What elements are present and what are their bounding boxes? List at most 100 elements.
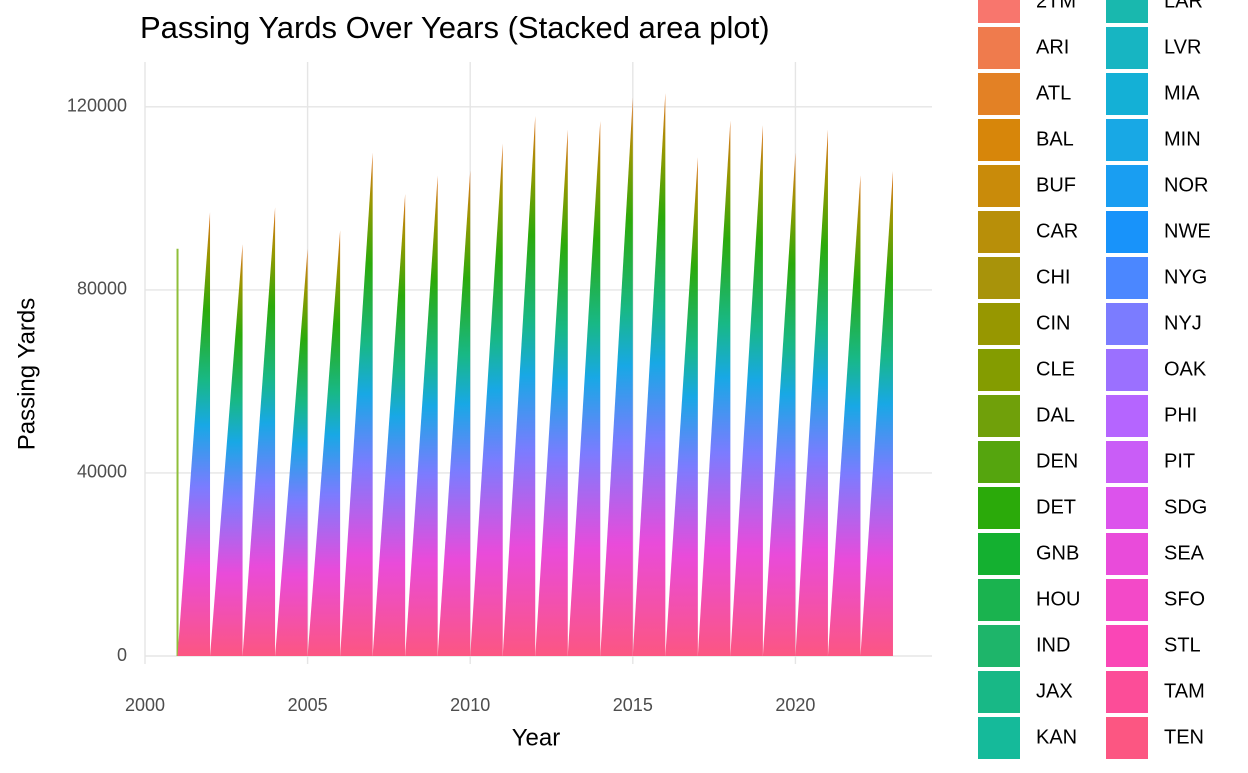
area-tooth — [275, 248, 308, 657]
legend-swatch — [1106, 625, 1148, 667]
legend-label: 2TM — [1036, 0, 1076, 12]
legend-label: MIN — [1164, 128, 1201, 150]
legend-swatch — [1106, 717, 1148, 759]
legend-label: SEA — [1164, 542, 1205, 564]
legend-label: SFO — [1164, 588, 1205, 610]
area-tooth — [665, 157, 698, 656]
legend-label: NOR — [1164, 174, 1208, 196]
area-tooth — [697, 120, 731, 656]
legend-swatch — [978, 487, 1020, 529]
area-tooth — [470, 143, 503, 656]
area-tooth — [405, 175, 438, 657]
legend-swatch — [1106, 211, 1148, 253]
y-tick-label: 0 — [117, 645, 127, 665]
legend-swatch — [978, 533, 1020, 575]
legend-swatch — [1106, 487, 1148, 529]
legend-label: ATL — [1036, 82, 1071, 104]
plot-area — [176, 93, 893, 657]
legend-swatch — [978, 165, 1020, 207]
area-tooth — [827, 175, 861, 657]
area-tooth — [600, 97, 633, 656]
legend-swatch — [978, 717, 1020, 759]
area-tooth — [437, 170, 471, 656]
y-tick-label: 80000 — [77, 279, 127, 299]
legend-label: SDG — [1164, 496, 1207, 518]
x-tick-label: 2010 — [450, 695, 490, 715]
chart-title: Passing Yards Over Years (Stacked area p… — [140, 10, 770, 45]
x-tick-label: 2005 — [288, 695, 328, 715]
legend-label: CHI — [1036, 266, 1070, 288]
legend-label: DAL — [1036, 404, 1075, 426]
legend-label: BAL — [1036, 128, 1074, 150]
legend-label: OAK — [1164, 358, 1207, 380]
x-tick-label: 2015 — [613, 695, 653, 715]
legend-label: STL — [1164, 634, 1201, 656]
legend-swatch — [978, 119, 1020, 161]
legend-label: JAX — [1036, 680, 1073, 702]
legend-swatch — [978, 211, 1020, 253]
area-tooth — [795, 129, 828, 656]
legend-swatch — [978, 625, 1020, 667]
legend-label: GNB — [1036, 542, 1079, 564]
area-tooth — [340, 152, 373, 656]
legend-label: CLE — [1036, 358, 1075, 380]
legend-swatch — [1106, 395, 1148, 437]
legend-swatch — [1106, 441, 1148, 483]
area-tooth — [242, 207, 276, 656]
y-axis-title: Passing Yards — [13, 298, 40, 451]
area-tooth — [762, 152, 796, 656]
legend-label: DEN — [1036, 450, 1078, 472]
legend-swatch — [1106, 579, 1148, 621]
area-tooth — [307, 230, 341, 656]
legend-label: KAN — [1036, 726, 1077, 748]
legend-swatch — [1106, 119, 1148, 161]
y-tick-label: 40000 — [77, 462, 127, 482]
legend-swatch — [978, 257, 1020, 299]
legend-label: LAR — [1164, 0, 1203, 12]
legend-label: DET — [1036, 496, 1076, 518]
legend-swatch — [1106, 165, 1148, 207]
area-tooth — [502, 116, 536, 656]
legend-swatch — [978, 441, 1020, 483]
legend-label: IND — [1036, 634, 1070, 656]
legend-label: TEN — [1164, 726, 1204, 748]
legend-swatch — [1106, 349, 1148, 391]
legend-swatch — [978, 73, 1020, 115]
legend-swatch — [1106, 303, 1148, 345]
legend-label: CIN — [1036, 312, 1070, 334]
legend-swatch — [1106, 671, 1148, 713]
area-tooth — [632, 93, 666, 656]
legend-label: BUF — [1036, 174, 1076, 196]
area-tooth — [535, 129, 568, 656]
legend-swatch — [978, 395, 1020, 437]
area-tooth — [210, 244, 243, 656]
legend-label: NYJ — [1164, 312, 1202, 334]
legend-label: HOU — [1036, 588, 1080, 610]
area-tooth — [177, 212, 211, 657]
area-tooth — [372, 193, 406, 656]
y-tick-label: 120000 — [67, 96, 127, 116]
legend-label: NWE — [1164, 220, 1211, 242]
legend-swatch — [1106, 533, 1148, 575]
legend-label: NYG — [1164, 266, 1207, 288]
legend-swatch — [978, 579, 1020, 621]
x-axis-title: Year — [512, 724, 561, 751]
legend-swatch — [978, 303, 1020, 345]
area-tooth — [567, 120, 601, 656]
legend-swatch — [978, 0, 1020, 23]
x-tick-label: 2000 — [125, 695, 165, 715]
legend-label: PIT — [1164, 450, 1195, 472]
area-tooth — [730, 125, 763, 657]
legend-label: MIA — [1164, 82, 1200, 104]
legend-swatch — [1106, 257, 1148, 299]
legend-label: TAM — [1164, 680, 1205, 702]
legend-swatch — [1106, 73, 1148, 115]
legend-label: ARI — [1036, 36, 1069, 58]
area-tooth — [860, 170, 893, 656]
legend-swatch — [978, 27, 1020, 69]
legend-label: LVR — [1164, 36, 1201, 58]
legend-swatch — [978, 349, 1020, 391]
legend-label: PHI — [1164, 404, 1197, 426]
